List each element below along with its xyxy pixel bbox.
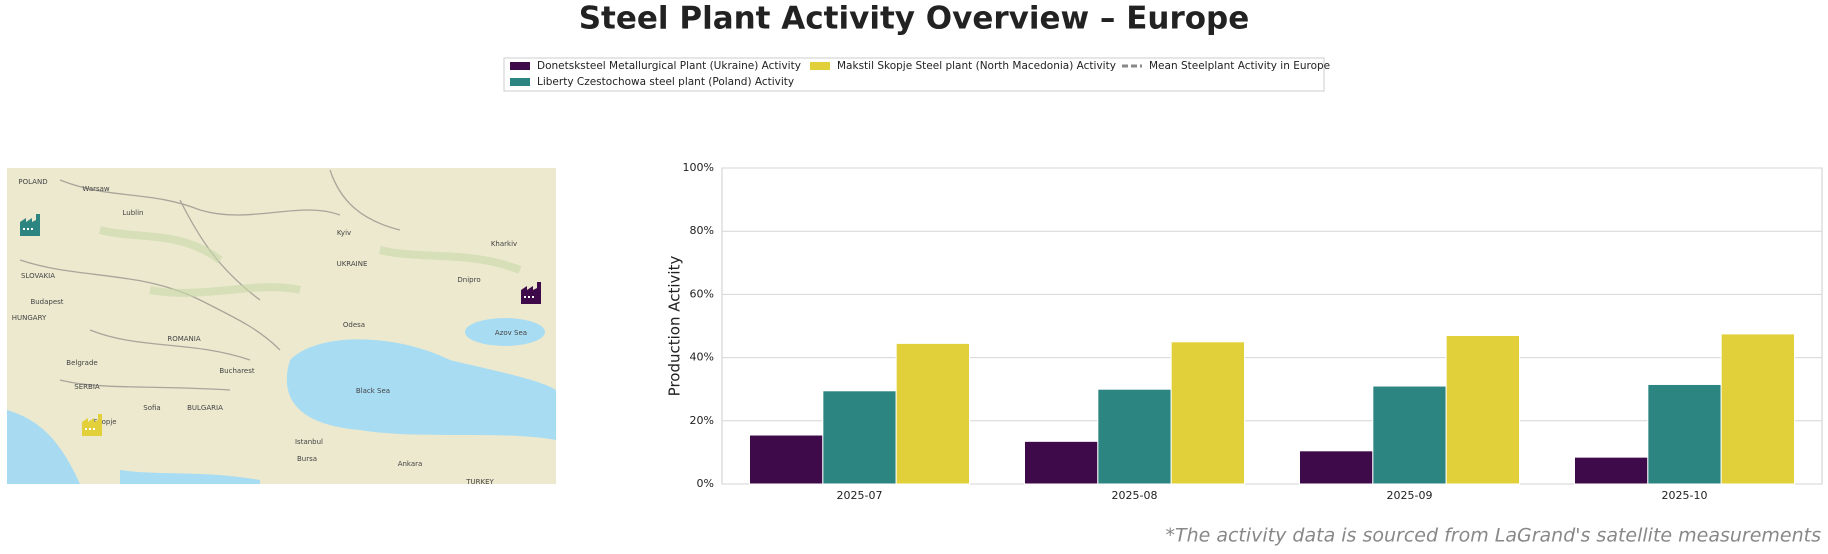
plant-window bbox=[23, 228, 25, 230]
plant-icon bbox=[521, 282, 541, 304]
plant-window bbox=[532, 296, 534, 298]
bar bbox=[822, 390, 897, 485]
bar bbox=[895, 342, 971, 485]
map-label: HUNGARY bbox=[12, 314, 47, 322]
footnote: *The activity data is sourced from LaGra… bbox=[1165, 525, 1821, 547]
map-label: Azov Sea bbox=[495, 329, 527, 337]
map-label: Ankara bbox=[398, 460, 423, 468]
map-label: Sofia bbox=[143, 404, 160, 412]
map-label: Bursa bbox=[297, 455, 317, 463]
x-tick-label: 2025-07 bbox=[837, 489, 883, 502]
map-label: Kyiv bbox=[337, 229, 351, 237]
y-tick-label: 60% bbox=[690, 287, 714, 300]
y-tick-label: 0% bbox=[697, 477, 714, 490]
map-label: Dnipro bbox=[457, 276, 480, 284]
plant-window bbox=[27, 228, 29, 230]
legend-label: Mean Steelplant Activity in Europe bbox=[1149, 60, 1330, 72]
plant-window bbox=[524, 296, 526, 298]
map-label: SERBIA bbox=[74, 383, 100, 391]
plant-icon-shape bbox=[20, 214, 40, 236]
x-tick-label: 2025-10 bbox=[1662, 489, 1708, 502]
map-label: Budapest bbox=[30, 298, 63, 306]
map-terrain bbox=[99, 226, 522, 297]
plant-window bbox=[85, 428, 87, 430]
bar bbox=[1445, 334, 1520, 485]
plant-icon-shape bbox=[521, 282, 541, 304]
map-label: Bucharest bbox=[219, 367, 254, 375]
map-label: ROMANIA bbox=[167, 335, 201, 343]
bar bbox=[1372, 385, 1447, 485]
legend-label: Donetsksteel Metallurgical Plant (Ukrain… bbox=[537, 60, 801, 72]
plant-icon bbox=[82, 414, 102, 436]
plant-window bbox=[89, 428, 91, 430]
y-tick-label: 100% bbox=[683, 161, 714, 174]
map-sea bbox=[286, 339, 556, 440]
x-tick-label: 2025-09 bbox=[1387, 489, 1433, 502]
plant-icon bbox=[20, 214, 40, 236]
map-label: POLAND bbox=[18, 178, 47, 186]
bar bbox=[1299, 450, 1374, 485]
bar bbox=[1170, 341, 1245, 485]
legend-swatch bbox=[510, 78, 530, 86]
legend-box bbox=[503, 57, 1325, 92]
bar bbox=[749, 434, 824, 485]
y-axis-label: Production Activity bbox=[666, 256, 684, 397]
map-label: BULGARIA bbox=[187, 404, 223, 412]
legend-label: Liberty Czestochowa steel plant (Poland)… bbox=[537, 76, 794, 88]
y-tick-label: 80% bbox=[690, 224, 714, 237]
x-tick-label: 2025-08 bbox=[1112, 489, 1158, 502]
map-sea bbox=[465, 318, 545, 346]
bar bbox=[1024, 440, 1099, 485]
legend-swatch bbox=[510, 62, 530, 70]
legend-swatch bbox=[810, 62, 830, 70]
bar bbox=[1574, 456, 1649, 485]
map-label: Skopje bbox=[93, 418, 116, 426]
legend-label: Makstil Skopje Steel plant (North Macedo… bbox=[837, 60, 1116, 72]
bar bbox=[1720, 333, 1795, 485]
map bbox=[7, 168, 556, 484]
y-tick-label: 20% bbox=[690, 414, 714, 427]
map-label: Warsaw bbox=[82, 185, 110, 193]
chart-title: Steel Plant Activity Overview – Europe bbox=[579, 1, 1250, 37]
plant-icon-shape bbox=[82, 414, 102, 436]
y-tick-label: 40% bbox=[690, 351, 714, 364]
map-label: Belgrade bbox=[66, 359, 97, 367]
map-sea bbox=[7, 410, 80, 484]
plant-window bbox=[528, 296, 530, 298]
bar bbox=[1097, 388, 1172, 485]
map-label: TURKEY bbox=[465, 478, 494, 486]
map-label: UKRAINE bbox=[337, 260, 368, 268]
map-label: Black Sea bbox=[356, 387, 390, 395]
map-label: Odesa bbox=[343, 321, 365, 329]
map-label: Kharkiv bbox=[491, 240, 517, 248]
map-label: Istanbul bbox=[295, 438, 323, 446]
plant-window bbox=[31, 228, 33, 230]
bar bbox=[1647, 383, 1722, 485]
map-label: SLOVAKIA bbox=[21, 272, 55, 280]
map-label: Lublin bbox=[123, 209, 144, 217]
plant-window bbox=[93, 428, 95, 430]
map-sea bbox=[120, 470, 260, 484]
